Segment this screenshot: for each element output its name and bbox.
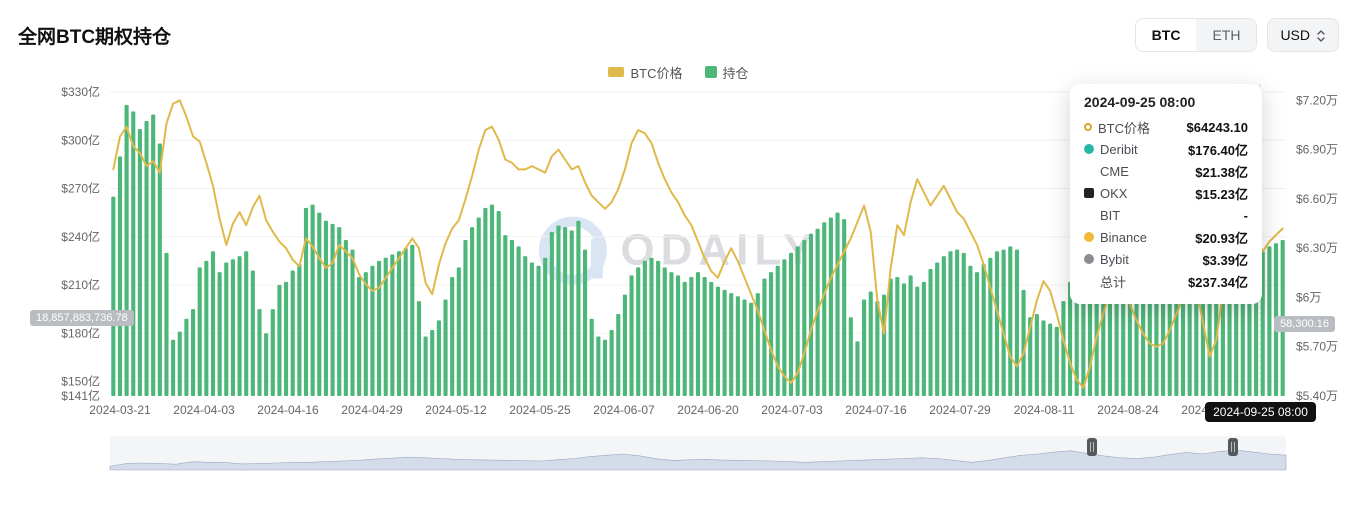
svg-text:$270亿: $270亿 (61, 181, 100, 196)
chart-area[interactable]: ODAILY $141亿$150亿$180亿$210亿$240亿$270亿$30… (18, 84, 1339, 424)
brush-handle-right[interactable] (1228, 438, 1238, 456)
tab-eth[interactable]: ETH (1196, 19, 1256, 51)
legend-price[interactable]: BTC价格 (608, 63, 682, 82)
tooltip-row-label: BIT (1100, 208, 1120, 223)
tooltip-title: 2024-09-25 08:00 (1084, 94, 1248, 110)
tooltip-row-label: Binance (1100, 230, 1147, 245)
svg-text:$180亿: $180亿 (61, 325, 100, 340)
tooltip-row: OKX $15.23亿 (1084, 182, 1248, 204)
svg-text:$141亿: $141亿 (61, 388, 100, 403)
legend-price-label: BTC价格 (630, 63, 682, 82)
tooltip-row-value: $21.38亿 (1195, 162, 1248, 181)
svg-text:$300亿: $300亿 (61, 132, 100, 147)
page-title: 全网BTC期权持仓 (18, 22, 171, 49)
chart-legend: BTC价格 持仓 (18, 60, 1339, 84)
svg-text:2024-07-29: 2024-07-29 (929, 403, 991, 417)
legend-price-swatch (608, 67, 624, 77)
tooltip-row: BTC价格 $64243.10 (1084, 116, 1248, 138)
tooltip-marker-icon (1084, 188, 1094, 198)
tooltip-row: BIT - (1084, 204, 1248, 226)
tooltip-row-label: CME (1100, 164, 1129, 179)
tooltip-row-label: Bybit (1100, 252, 1129, 267)
svg-text:$150亿: $150亿 (61, 374, 100, 389)
tooltip-marker-icon (1084, 166, 1094, 176)
tooltip-row-label: Deribit (1100, 142, 1138, 157)
tooltip-row: Bybit $3.39亿 (1084, 248, 1248, 270)
svg-text:$5.40万: $5.40万 (1296, 389, 1338, 403)
brush-svg (18, 430, 1339, 476)
svg-text:2024-08-24: 2024-08-24 (1097, 403, 1159, 417)
chart-tooltip: 2024-09-25 08:00 BTC价格 $64243.10 Deribit $1… (1070, 84, 1262, 304)
currency-label: USD (1280, 27, 1310, 43)
svg-text:$5.70万: $5.70万 (1296, 340, 1338, 354)
tooltip-row-value: $3.39亿 (1202, 250, 1248, 269)
svg-text:$240亿: $240亿 (61, 229, 100, 244)
tooltip-marker-icon (1084, 144, 1094, 154)
tooltip-row-value: $15.23亿 (1195, 184, 1248, 203)
tooltip-row-value: $176.40亿 (1188, 140, 1248, 159)
header-controls: BTC ETH USD (1135, 18, 1339, 52)
chevron-updown-icon (1316, 30, 1326, 40)
tooltip-row-value: $64243.10 (1187, 120, 1248, 135)
asset-toggle: BTC ETH (1135, 18, 1258, 52)
tooltip-row: Binance $20.93亿 (1084, 226, 1248, 248)
tooltip-marker-icon (1084, 232, 1094, 242)
tooltip-row-label: OKX (1100, 186, 1127, 201)
svg-text:2024-04-03: 2024-04-03 (173, 403, 235, 417)
legend-oi-swatch (705, 66, 717, 78)
left-axis-value-badge: 18,857,883,736.78 (30, 310, 134, 326)
svg-text:2024-08-11: 2024-08-11 (1014, 403, 1075, 417)
svg-text:2024-03-21: 2024-03-21 (89, 403, 151, 417)
tooltip-marker-icon (1084, 123, 1092, 131)
svg-text:$6.60万: $6.60万 (1296, 192, 1338, 206)
tooltip-marker-icon (1084, 210, 1094, 220)
svg-text:2024-04-29: 2024-04-29 (341, 403, 403, 417)
brush-handle-left[interactable] (1087, 438, 1097, 456)
svg-text:$6.30万: $6.30万 (1296, 241, 1338, 255)
x-hover-tag: 2024-09-25 08:00 (1205, 402, 1316, 422)
svg-text:2024-07-03: 2024-07-03 (761, 403, 823, 417)
svg-text:2024-07-16: 2024-07-16 (845, 403, 907, 417)
tooltip-row-label: BTC价格 (1098, 118, 1150, 137)
svg-text:2024-06-07: 2024-06-07 (593, 403, 655, 417)
tooltip-row: 总计 $237.34亿 (1084, 270, 1248, 292)
tooltip-row: Deribit $176.40亿 (1084, 138, 1248, 160)
currency-select[interactable]: USD (1267, 18, 1339, 52)
svg-text:$7.20万: $7.20万 (1296, 93, 1338, 107)
tooltip-marker-icon (1084, 276, 1094, 286)
tooltip-row-value: $20.93亿 (1195, 228, 1248, 247)
svg-text:2024-06-20: 2024-06-20 (677, 403, 739, 417)
svg-text:$330亿: $330亿 (61, 84, 100, 99)
tooltip-marker-icon (1084, 254, 1094, 264)
svg-text:$6万: $6万 (1296, 290, 1321, 304)
tooltip-row: CME $21.38亿 (1084, 160, 1248, 182)
svg-text:2024-05-12: 2024-05-12 (425, 403, 487, 417)
svg-text:2024-04-16: 2024-04-16 (257, 403, 319, 417)
legend-oi[interactable]: 持仓 (705, 63, 749, 82)
svg-text:$6.90万: $6.90万 (1296, 143, 1338, 157)
tooltip-row-label: 总计 (1100, 272, 1126, 291)
time-brush[interactable] (18, 430, 1339, 476)
legend-oi-label: 持仓 (723, 63, 749, 82)
svg-text:$210亿: $210亿 (61, 277, 100, 292)
svg-text:2024-05-25: 2024-05-25 (509, 403, 571, 417)
tooltip-row-value: - (1244, 208, 1248, 223)
tooltip-row-value: $237.34亿 (1188, 272, 1248, 291)
tab-btc[interactable]: BTC (1136, 19, 1197, 51)
right-axis-value-badge: 58,300.16 (1274, 316, 1335, 332)
